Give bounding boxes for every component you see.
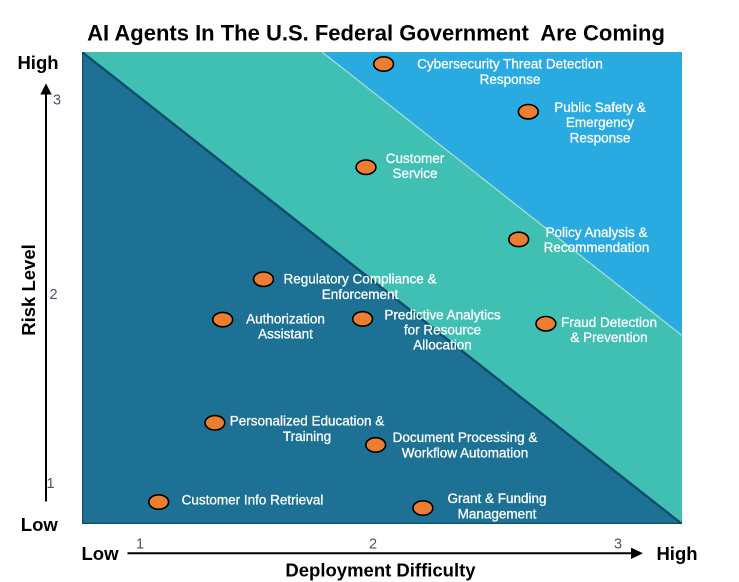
- svg-text:Assistant: Assistant: [258, 327, 313, 342]
- svg-text:Public Safety &: Public Safety &: [554, 100, 646, 115]
- svg-text:1: 1: [136, 537, 144, 553]
- svg-text:Recommendation: Recommendation: [544, 240, 650, 255]
- svg-text:Fraud Detection: Fraud Detection: [561, 315, 657, 330]
- svg-text:2: 2: [369, 537, 377, 553]
- svg-text:Deployment Difficulty: Deployment Difficulty: [285, 559, 476, 580]
- svg-text:Training: Training: [283, 429, 331, 444]
- svg-text:Authorization: Authorization: [246, 311, 325, 326]
- svg-text:1: 1: [46, 476, 54, 492]
- svg-text:Predictive Analytics: Predictive Analytics: [384, 307, 501, 322]
- svg-text:Emergency: Emergency: [566, 115, 635, 130]
- svg-text:Service: Service: [392, 166, 437, 181]
- svg-text:Customer Info Retrieval: Customer Info Retrieval: [182, 492, 324, 507]
- svg-text:Low: Low: [21, 514, 59, 535]
- svg-text:Low: Low: [82, 543, 120, 564]
- svg-text:Enforcement: Enforcement: [322, 287, 399, 302]
- svg-text:Document Processing &: Document Processing &: [393, 430, 538, 445]
- svg-text:for Resource: for Resource: [404, 323, 481, 338]
- svg-text:Cybersecurity Threat Detection: Cybersecurity Threat Detection: [417, 57, 603, 72]
- svg-text:Workflow Automation: Workflow Automation: [402, 446, 529, 461]
- svg-text:Grant & Funding: Grant & Funding: [447, 491, 546, 506]
- svg-text:& Prevention: & Prevention: [570, 330, 647, 345]
- svg-text:High: High: [656, 543, 697, 564]
- svg-text:Response: Response: [480, 72, 541, 87]
- svg-text:AI Agents In The U.S. Federal: AI Agents In The U.S. Federal Government…: [87, 20, 665, 45]
- svg-text:Risk Level: Risk Level: [18, 244, 39, 336]
- svg-text:Regulatory Compliance &: Regulatory Compliance &: [283, 272, 436, 287]
- svg-text:3: 3: [614, 537, 622, 553]
- svg-text:Allocation: Allocation: [413, 338, 472, 353]
- svg-text:Response: Response: [570, 130, 631, 145]
- svg-text:3: 3: [53, 93, 61, 109]
- svg-text:Policy Analysis &: Policy Analysis &: [545, 225, 647, 240]
- svg-text:High: High: [17, 52, 58, 73]
- svg-text:Management: Management: [458, 506, 537, 521]
- svg-text:Customer: Customer: [386, 151, 445, 166]
- svg-text:Personalized Education &: Personalized Education &: [230, 413, 385, 428]
- svg-text:2: 2: [49, 287, 57, 303]
